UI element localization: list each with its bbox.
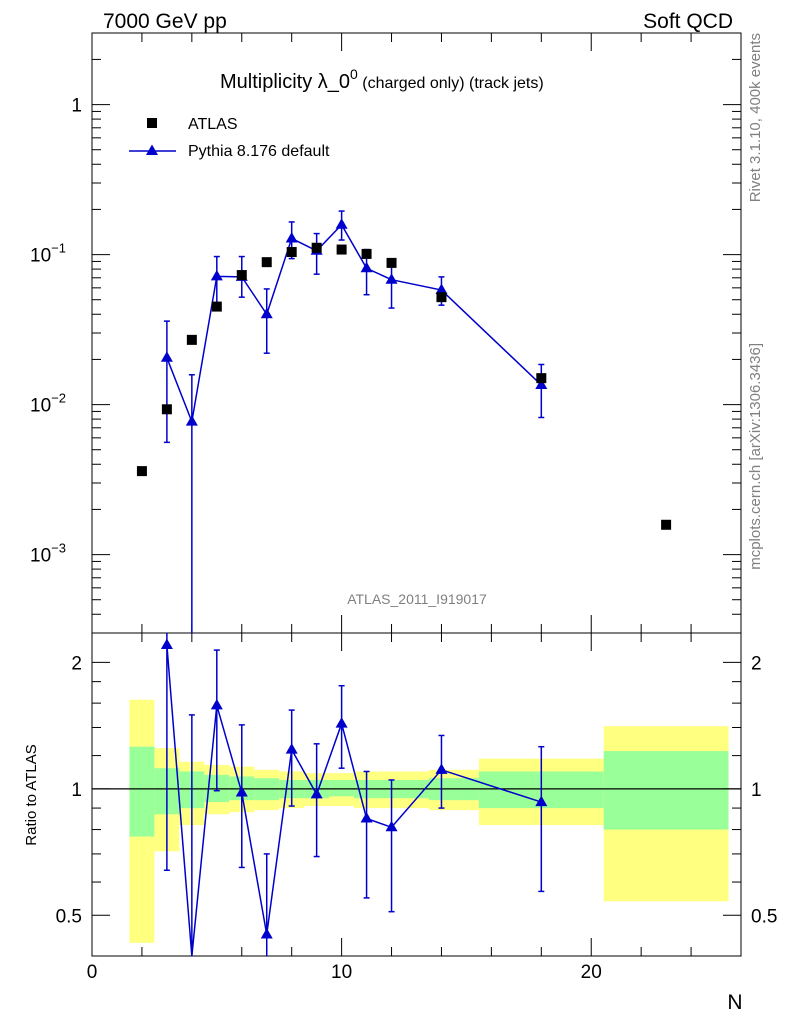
legend-atlas-marker bbox=[147, 118, 157, 128]
ratio-plot-frame bbox=[91, 632, 742, 957]
mc-point bbox=[210, 269, 223, 281]
ratio-mc-line bbox=[166, 644, 542, 957]
x-tick-label: 10 bbox=[331, 962, 352, 983]
legend: ATLAS Pythia 8.176 default bbox=[129, 116, 330, 160]
y-tick-label-base: 1 bbox=[71, 96, 82, 117]
rivet-label: Rivet 3.1.10, 400k events bbox=[747, 33, 764, 202]
ratio-mc-point bbox=[360, 812, 373, 823]
data-point bbox=[136, 466, 147, 477]
mc-point bbox=[285, 231, 298, 243]
y-tick-label-base: 10 bbox=[30, 246, 51, 267]
data-point bbox=[361, 248, 372, 259]
ratio-y-tick-label-left: 0.5 bbox=[56, 906, 82, 927]
ratio-band-inner bbox=[129, 746, 155, 837]
y-tick-label-base: 10 bbox=[30, 546, 51, 567]
ratio-mc-point bbox=[535, 795, 548, 807]
legend-atlas-label: ATLAS bbox=[188, 116, 238, 133]
data-point bbox=[261, 257, 272, 268]
y-tick-label-exp: −3 bbox=[51, 541, 66, 556]
legend-pythia-label: Pythia 8.176 default bbox=[188, 143, 330, 160]
y-tick-label-exp: −1 bbox=[51, 241, 66, 256]
data-point bbox=[286, 247, 297, 258]
mc-point bbox=[385, 273, 398, 284]
chart-title-main: Multiplicity λ_0 bbox=[220, 71, 350, 93]
y-tick-label: 10−2 bbox=[30, 391, 66, 417]
ratio-mc-point bbox=[335, 717, 348, 728]
main-data-series bbox=[136, 242, 672, 530]
ratio-mc-point bbox=[385, 820, 398, 832]
main-mc-series bbox=[160, 210, 548, 633]
ratio-mc-point bbox=[310, 787, 323, 799]
ratio-band-inner bbox=[329, 779, 355, 797]
ratio-bands bbox=[129, 699, 729, 943]
data-point bbox=[211, 301, 222, 312]
data-point bbox=[336, 244, 347, 255]
ratio-y-tick-label-left: 1 bbox=[71, 780, 82, 801]
data-point bbox=[236, 270, 247, 281]
data-point bbox=[161, 404, 172, 415]
y-tick-label: 10−1 bbox=[30, 241, 66, 267]
ratio-band-inner bbox=[603, 751, 729, 830]
ratio-y-tick-label-left: 2 bbox=[71, 653, 82, 674]
mc-point bbox=[185, 415, 198, 426]
mc-point bbox=[360, 261, 373, 273]
legend-pythia-marker bbox=[146, 144, 158, 155]
analysis-id: ATLAS_2011_I919017 bbox=[347, 591, 487, 607]
y-tick-label-exp: −2 bbox=[51, 391, 66, 406]
x-tick-label: 20 bbox=[581, 962, 602, 983]
header-right: Soft QCD bbox=[643, 10, 733, 33]
data-point bbox=[386, 257, 397, 268]
ratio-mc-point bbox=[260, 928, 273, 939]
data-point bbox=[436, 292, 447, 303]
data-point bbox=[536, 373, 547, 384]
ratio-mc-point bbox=[210, 698, 223, 710]
ratio-mc-series bbox=[160, 633, 548, 957]
ratio-y-tick-label-right: 1 bbox=[751, 780, 762, 801]
header-left: 7000 GeV pp bbox=[103, 10, 227, 33]
x-axis-label: N bbox=[727, 991, 742, 1014]
chart-title-sup: 0 bbox=[350, 66, 358, 82]
ratio-y-tick-label-right: 0.5 bbox=[751, 906, 777, 927]
ratio-ylabel: Ratio to ATLAS bbox=[23, 744, 40, 845]
chart-title: Multiplicity λ_00 (charged only) (track … bbox=[220, 66, 544, 93]
mc-point bbox=[335, 218, 348, 229]
y-tick-label: 10−3 bbox=[30, 541, 66, 567]
data-point bbox=[186, 334, 197, 345]
y-tick-label: 1 bbox=[71, 96, 82, 117]
ratio-mc-point bbox=[435, 763, 448, 774]
ratio-mc-point bbox=[285, 743, 298, 754]
ratio-y-tick-label-right: 2 bbox=[751, 653, 762, 674]
x-tick-label: 0 bbox=[87, 962, 98, 983]
mc-series-line bbox=[166, 223, 542, 425]
data-point bbox=[661, 519, 672, 530]
chart-title-suffix: (charged only) (track jets) bbox=[358, 75, 544, 92]
mc-point bbox=[535, 378, 548, 390]
y-tick-label-base: 10 bbox=[30, 396, 51, 417]
mcplots-label: mcplots.cern.ch [arXiv:1306.3436] bbox=[747, 343, 764, 570]
mc-point bbox=[160, 351, 173, 362]
ratio-mc-point bbox=[160, 638, 173, 650]
ratio-mc-point bbox=[235, 786, 248, 797]
mc-point bbox=[435, 283, 448, 295]
mc-point bbox=[260, 307, 273, 319]
data-point bbox=[311, 242, 322, 253]
